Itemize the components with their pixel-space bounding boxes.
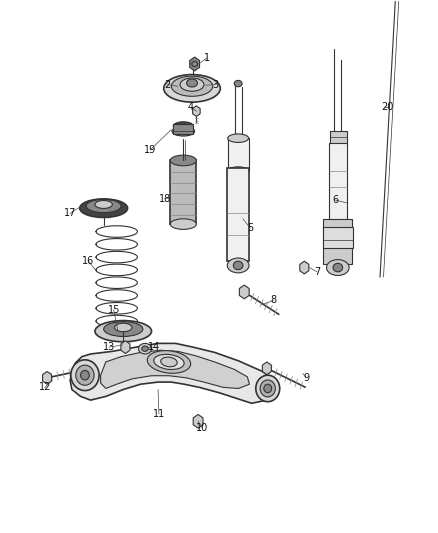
Polygon shape [300, 261, 309, 274]
Ellipse shape [86, 199, 121, 213]
Ellipse shape [161, 357, 177, 367]
Ellipse shape [115, 323, 132, 332]
Ellipse shape [171, 76, 213, 96]
Ellipse shape [187, 79, 198, 87]
Ellipse shape [104, 321, 143, 336]
Text: 11: 11 [153, 409, 165, 419]
Ellipse shape [173, 122, 193, 130]
Ellipse shape [170, 155, 196, 166]
Ellipse shape [234, 80, 242, 87]
Text: 5: 5 [247, 223, 254, 233]
Text: 2: 2 [165, 79, 171, 90]
Polygon shape [193, 106, 200, 116]
Text: 15: 15 [107, 305, 120, 315]
Text: 12: 12 [39, 382, 51, 392]
Text: 8: 8 [270, 295, 276, 305]
Text: 6: 6 [332, 195, 339, 205]
Polygon shape [101, 350, 250, 389]
Ellipse shape [227, 258, 249, 273]
Ellipse shape [260, 380, 276, 397]
Ellipse shape [76, 365, 94, 385]
Polygon shape [121, 341, 130, 353]
Polygon shape [190, 57, 200, 71]
Ellipse shape [80, 199, 127, 217]
Ellipse shape [170, 219, 196, 229]
Bar [322, 227, 353, 248]
Ellipse shape [228, 134, 249, 142]
Text: 3: 3 [212, 79, 219, 90]
Ellipse shape [326, 260, 349, 276]
Bar [227, 168, 250, 261]
Ellipse shape [233, 261, 243, 270]
Ellipse shape [138, 343, 152, 354]
Bar [173, 124, 193, 134]
Ellipse shape [172, 126, 194, 136]
Ellipse shape [333, 263, 343, 272]
Text: 19: 19 [144, 145, 156, 155]
Ellipse shape [95, 200, 113, 208]
Text: 16: 16 [82, 256, 95, 266]
Text: 10: 10 [196, 423, 208, 433]
Ellipse shape [154, 354, 184, 369]
Bar [330, 131, 346, 144]
Ellipse shape [192, 61, 198, 67]
Polygon shape [193, 415, 203, 428]
Text: 4: 4 [187, 102, 194, 112]
Bar [228, 138, 249, 171]
Text: 9: 9 [303, 373, 309, 383]
Text: 7: 7 [314, 267, 320, 277]
Text: 14: 14 [148, 342, 160, 352]
Ellipse shape [147, 351, 191, 373]
Text: 13: 13 [103, 342, 116, 352]
Text: 18: 18 [159, 193, 171, 204]
Polygon shape [262, 362, 272, 375]
Ellipse shape [95, 320, 152, 342]
Ellipse shape [142, 346, 148, 351]
Ellipse shape [180, 78, 204, 91]
Ellipse shape [256, 375, 280, 402]
Ellipse shape [81, 370, 89, 380]
Polygon shape [42, 372, 52, 384]
Text: 17: 17 [64, 208, 76, 219]
Ellipse shape [71, 360, 99, 391]
Bar [328, 143, 347, 221]
Ellipse shape [264, 384, 272, 393]
Polygon shape [70, 343, 275, 403]
Ellipse shape [228, 167, 249, 175]
Text: 1: 1 [204, 53, 210, 63]
Polygon shape [239, 285, 249, 299]
Text: 20: 20 [381, 102, 394, 112]
Bar [170, 160, 196, 224]
Bar [323, 219, 352, 264]
Ellipse shape [164, 75, 220, 102]
